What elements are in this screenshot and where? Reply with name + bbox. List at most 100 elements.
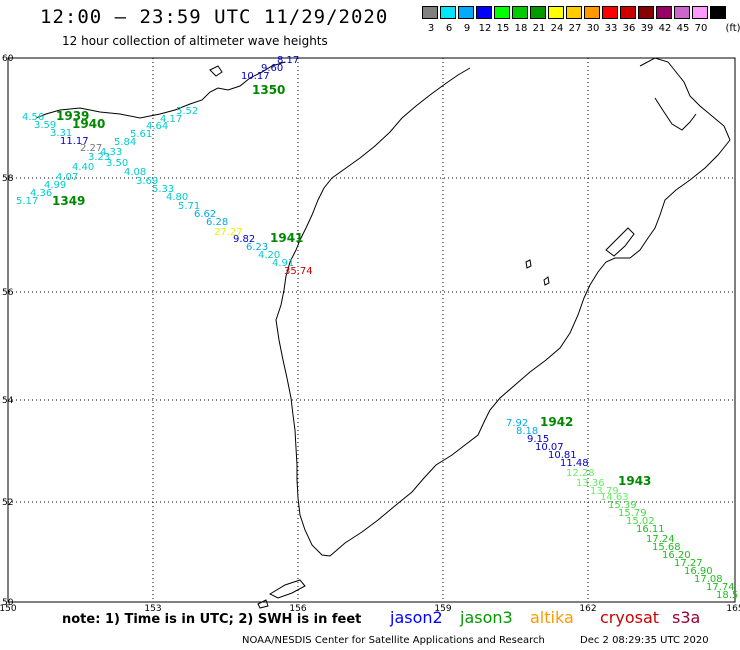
swh-label: 2.27: [80, 143, 102, 154]
swh-label: 9.15: [527, 434, 549, 445]
lat-tick-label: 54: [2, 396, 14, 406]
scale-label: 36: [622, 23, 636, 34]
swh-label: 10.17: [241, 71, 270, 82]
satellite-legend-item: altika: [530, 608, 574, 627]
generation-timestamp: Dec 2 08:29:35 UTC 2020: [580, 635, 709, 646]
swh-label: 15.79: [618, 508, 647, 519]
swh-label: 17.24: [646, 534, 675, 545]
scale-swatch: [584, 6, 600, 19]
lat-lon-grid: 150 153 156 159 162 165 50 52 54 56 58 60: [0, 54, 740, 614]
swh-label: 8.18: [516, 426, 538, 437]
swh-label: 5.71: [178, 201, 200, 212]
lat-tick-label: 52: [2, 498, 13, 508]
scale-swatch: [440, 6, 456, 19]
scale-swatch: [710, 6, 726, 19]
pass-time-label: 1350: [252, 83, 285, 97]
pass-time-label: 1939: [56, 109, 89, 123]
scale-label: 6: [445, 23, 453, 34]
kamchatka-west-coast: [275, 239, 331, 557]
swh-label: 4.64: [146, 121, 168, 132]
lon-tick-label: 162: [579, 604, 596, 614]
swh-label: 5.84: [114, 137, 136, 148]
swh-label: 16.90: [684, 566, 713, 577]
swh-label: 4.20: [258, 250, 280, 261]
scale-label: 27: [568, 23, 582, 34]
scale-label: 70: [694, 23, 708, 34]
lat-tick-label: 56: [2, 288, 14, 298]
swh-label: 4.40: [72, 162, 94, 173]
swh-label: 10.81: [548, 450, 577, 461]
scale-swatch: [620, 6, 636, 19]
swh-label: 3.23: [88, 152, 110, 163]
swh-label: 4.08: [124, 167, 146, 178]
scale-swatch: [548, 6, 564, 19]
swh-label: 7.92: [506, 418, 528, 429]
swh-label: 16.11: [636, 524, 665, 535]
swh-label: 27.27: [214, 227, 243, 238]
satellite-legend-item: cryosat: [600, 608, 660, 627]
scale-label: 24: [550, 23, 564, 34]
scale-label: 33: [604, 23, 618, 34]
lon-tick-label: 156: [289, 604, 306, 614]
swh-label: 3.59: [34, 120, 56, 131]
swh-label: 11.17: [60, 136, 89, 147]
scale-label: 9: [463, 23, 471, 34]
koryak-coast: [299, 67, 471, 241]
lon-tick-label: 150: [0, 604, 17, 614]
swh-label: 10.07: [535, 442, 564, 453]
scale-swatch: [458, 6, 474, 19]
scale-label: 45: [676, 23, 690, 34]
swh-label: 5.17: [16, 196, 38, 207]
scale-swatch: [638, 6, 654, 19]
lat-tick-label: 50: [2, 598, 14, 608]
swh-label: 3.50: [106, 158, 128, 169]
swh-label: 13.79: [590, 486, 619, 497]
swh-label: 8.17: [277, 55, 299, 66]
swh-label: 5.33: [152, 184, 174, 195]
swh-label: 17.27: [674, 558, 703, 569]
swh-label: 5.52: [176, 106, 198, 117]
swh-label: 4.91: [272, 258, 294, 269]
scale-label: 15: [496, 23, 510, 34]
swh-label: 3.69: [136, 176, 158, 187]
scale-label: 39: [640, 23, 654, 34]
swh-label: 12.28: [566, 468, 595, 479]
pass-time-label: 1942: [540, 415, 573, 429]
swh-label: 4.36: [30, 188, 52, 199]
swh-label: 4.33: [100, 147, 122, 158]
small-lake: [525, 259, 532, 269]
swh-label: 4.07: [56, 172, 78, 183]
kamchatka-east-coast: [329, 139, 731, 557]
satellite-legend-item: jason2: [390, 608, 443, 627]
pass-time-label: 1943: [618, 474, 651, 488]
small-lake: [543, 276, 550, 286]
okhotsk-north-coast: [35, 61, 286, 119]
swh-label: 18.5: [716, 590, 738, 601]
swh-label: 14.63: [600, 492, 629, 503]
scale-label: 18: [514, 23, 528, 34]
pass-time-label: 1941: [270, 231, 303, 245]
scale-unit: (ft): [725, 23, 740, 34]
swh-label: 4.56: [22, 112, 44, 123]
swh-label: 16.20: [662, 550, 691, 561]
swh-label: 6.62: [194, 209, 216, 220]
swh-label: 15.39: [608, 500, 637, 511]
pass-time-label: 1349: [52, 194, 85, 208]
swh-label: 3.31: [50, 128, 72, 139]
credit-line: NOAA/NESDIS Center for Satellite Applica…: [242, 635, 545, 646]
scale-label: 3: [427, 23, 435, 34]
karaginsky-island: [605, 227, 635, 257]
scale-label: 42: [658, 23, 672, 34]
swh-label: 15.02: [626, 516, 655, 527]
chart-title: 12:00 – 23:59 UTC 11/29/2020: [40, 6, 389, 28]
swh-label: 4.17: [160, 114, 182, 125]
swh-label: 13.36: [576, 478, 605, 489]
scale-label: 12: [478, 23, 492, 34]
swh-label: 5.61: [130, 129, 152, 140]
scale-swatch: [656, 6, 672, 19]
magadan-island: [209, 65, 223, 77]
chart-subtitle: 12 hour collection of altimeter wave hei…: [62, 34, 328, 48]
map-frame: [7, 57, 736, 603]
scale-swatch: [602, 6, 618, 19]
